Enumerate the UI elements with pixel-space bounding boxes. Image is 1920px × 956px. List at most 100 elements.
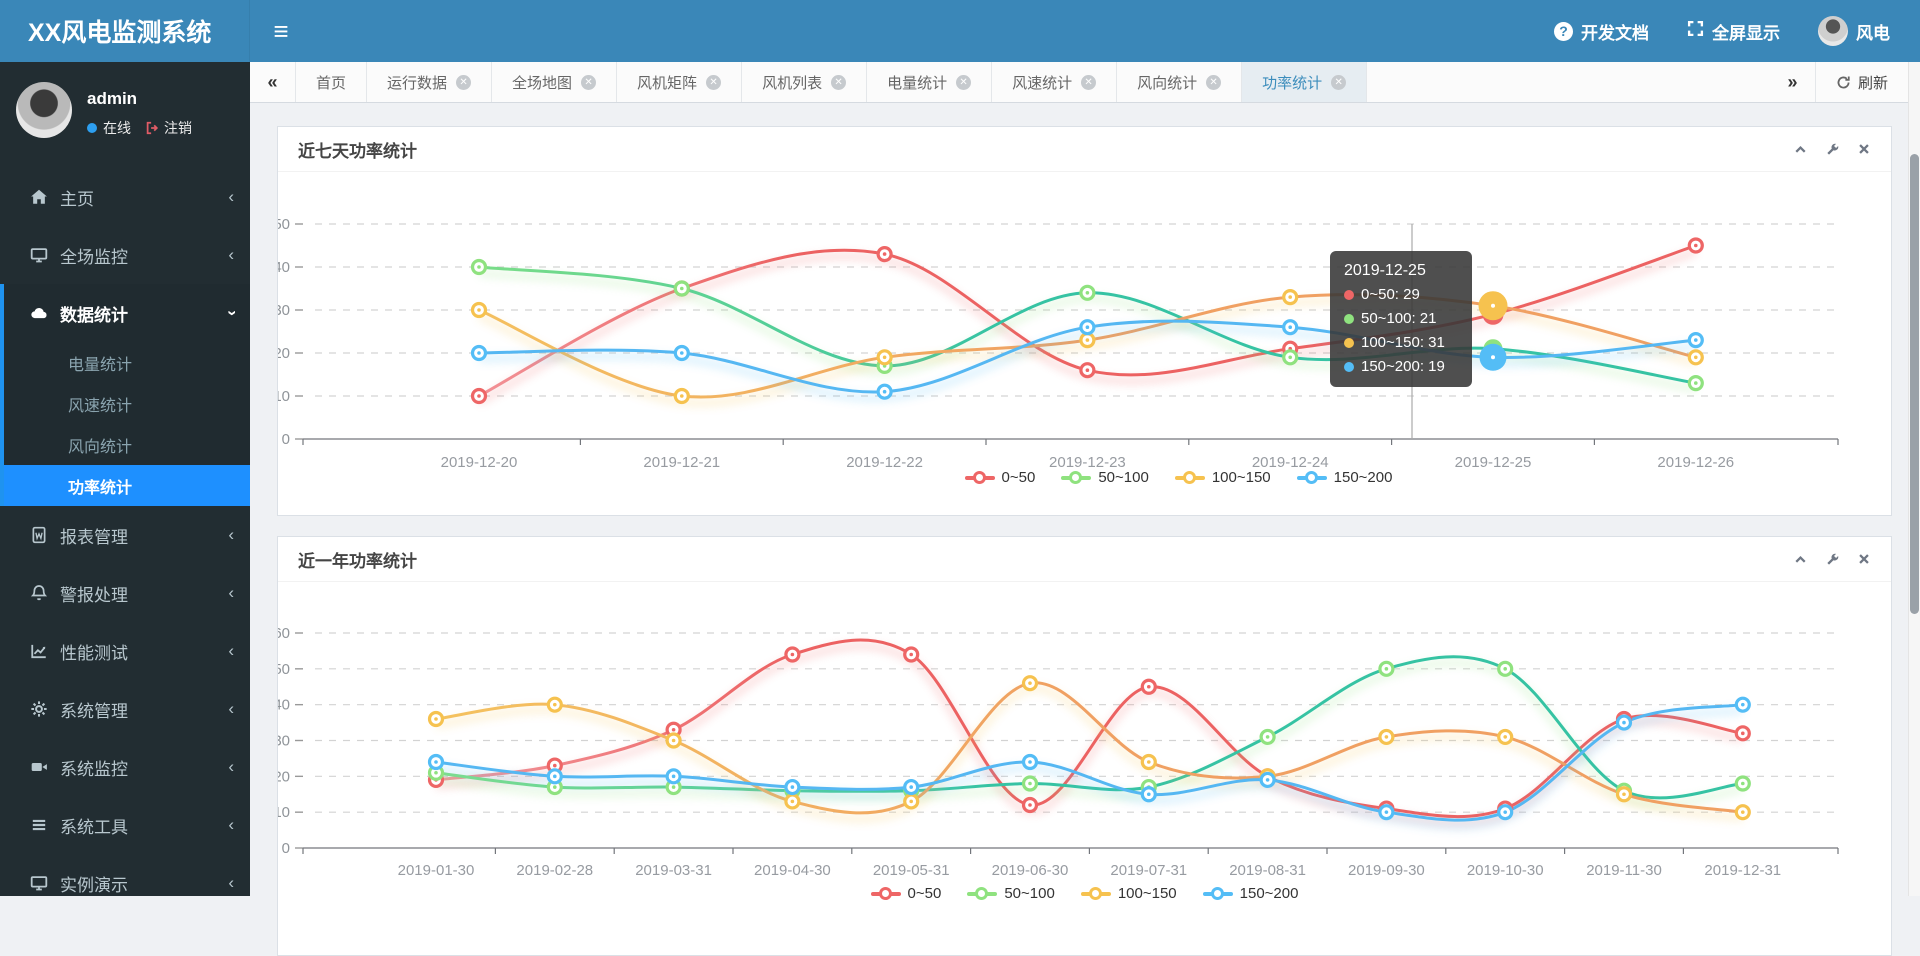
- sidebar-item-实例演示[interactable]: 实例演示‹: [0, 854, 250, 912]
- svg-text:2019-02-28: 2019-02-28: [516, 862, 593, 879]
- collapse-icon[interactable]: [1793, 552, 1808, 567]
- tooltip-row-150~200: 150~200: 19: [1344, 355, 1458, 379]
- sidebar-item-label: 系统管理: [60, 697, 128, 722]
- sidebar-group-5: 性能测试 ‹: [0, 622, 250, 680]
- tab-close-icon[interactable]: ✕: [956, 75, 971, 90]
- svg-text:2019-08-31: 2019-08-31: [1229, 862, 1306, 879]
- svg-text:30: 30: [278, 733, 290, 750]
- chevron-left-icon: ‹: [228, 815, 234, 835]
- legend-marker-icon: [1081, 887, 1111, 901]
- app-title[interactable]: XX风电监测系统: [0, 0, 250, 62]
- fullscreen-link[interactable]: 全屏显示: [1687, 19, 1780, 44]
- legend-item-0~50[interactable]: 0~50: [871, 885, 942, 902]
- svg-text:0: 0: [282, 840, 290, 857]
- sidebar-item-报表管理[interactable]: 报表管理‹: [0, 506, 250, 564]
- bell-icon: [30, 584, 48, 602]
- tab-风速统计[interactable]: 风速统计✕: [992, 62, 1117, 102]
- sidebar-item-警报处理[interactable]: 警报处理‹: [0, 564, 250, 622]
- tab-全场地图[interactable]: 全场地图✕: [492, 62, 617, 102]
- svg-text:2019-04-30: 2019-04-30: [754, 862, 831, 879]
- page-scrollbar[interactable]: [1908, 62, 1920, 896]
- file-word-icon: [30, 526, 48, 544]
- sidebar-item-全场监控[interactable]: 全场监控‹: [0, 226, 250, 284]
- tab-close-icon[interactable]: ✕: [1081, 75, 1096, 90]
- close-panel-icon[interactable]: [1857, 142, 1871, 156]
- legend-item-50~100[interactable]: 50~100: [1061, 469, 1148, 486]
- tabs-scroll-left-button[interactable]: «: [250, 62, 296, 102]
- chevron-left-icon: ‹: [228, 873, 234, 893]
- desktop-icon: [30, 874, 48, 892]
- sidebar-subitem-风速统计[interactable]: 风速统计: [4, 383, 250, 424]
- legend-marker-icon: [871, 887, 901, 901]
- sidebar-item-系统工具[interactable]: 系统工具‹: [0, 796, 250, 854]
- svg-text:2019-01-30: 2019-01-30: [398, 862, 475, 879]
- docs-label: 开发文档: [1581, 19, 1649, 44]
- tab-close-icon[interactable]: ✕: [1331, 75, 1346, 90]
- tab-电量统计[interactable]: 电量统计✕: [867, 62, 992, 102]
- sidebar-subitem-风向统计[interactable]: 风向统计: [4, 424, 250, 465]
- docs-link[interactable]: ? 开发文档: [1554, 19, 1649, 44]
- power-7day-chart[interactable]: 010203040502019-12-202019-12-212019-12-2…: [278, 172, 1891, 507]
- sidebar-item-系统监控[interactable]: 系统监控‹: [0, 738, 250, 796]
- fullscreen-icon: [1687, 20, 1704, 42]
- sidebar-item-数据统计[interactable]: 数据统计 ‹: [4, 284, 250, 342]
- chevron-down-icon: ‹: [221, 310, 241, 316]
- tab-close-icon[interactable]: ✕: [456, 75, 471, 90]
- legend-marker-icon: [1061, 471, 1091, 485]
- sidebar-group-4: 警报处理‹: [0, 564, 250, 622]
- tab-风机列表[interactable]: 风机列表✕: [742, 62, 867, 102]
- sidebar-item-label: 性能测试: [60, 639, 128, 664]
- tabs-scroll-right-button[interactable]: »: [1770, 62, 1816, 102]
- sidebar-item-主页[interactable]: 主页 ‹: [0, 168, 250, 226]
- svg-text:10: 10: [278, 804, 290, 821]
- sidebar-item-label: 主页: [60, 185, 94, 210]
- tab-首页[interactable]: 首页: [296, 62, 367, 102]
- tab-风向统计[interactable]: 风向统计✕: [1117, 62, 1242, 102]
- sidebar-group-7: 系统监控‹: [0, 738, 250, 796]
- legend-item-100~150[interactable]: 100~150: [1081, 885, 1177, 902]
- settings-wrench-icon[interactable]: [1825, 142, 1840, 157]
- panel-7day-title: 近七天功率统计: [298, 137, 417, 162]
- legend-item-100~150[interactable]: 100~150: [1175, 469, 1271, 486]
- chevron-left-icon: ‹: [228, 583, 234, 603]
- monitor-icon: [30, 246, 48, 264]
- legend-item-50~100[interactable]: 50~100: [967, 885, 1054, 902]
- sidebar-avatar: [16, 82, 72, 138]
- user-menu[interactable]: 风电: [1818, 16, 1890, 46]
- sidebar-group-3: 报表管理‹: [0, 506, 250, 564]
- sidebar-toggle-icon[interactable]: ≡: [250, 0, 312, 62]
- sidebar-item-label: 数据统计: [60, 301, 128, 326]
- legend-item-0~50[interactable]: 0~50: [965, 469, 1036, 486]
- tooltip-series-dot: [1344, 314, 1354, 324]
- legend-item-150~200[interactable]: 150~200: [1203, 885, 1299, 902]
- refresh-icon: [1836, 75, 1851, 90]
- tabbar: « 首页运行数据✕全场地图✕风机矩阵✕风机列表✕电量统计✕风速统计✕风向统计✕功…: [250, 62, 1908, 103]
- legend-item-150~200[interactable]: 150~200: [1297, 469, 1393, 486]
- tab-close-icon[interactable]: ✕: [706, 75, 721, 90]
- tab-运行数据[interactable]: 运行数据✕: [367, 62, 492, 102]
- settings-wrench-icon[interactable]: [1825, 552, 1840, 567]
- tab-close-icon[interactable]: ✕: [581, 75, 596, 90]
- refresh-button[interactable]: 刷新: [1816, 62, 1908, 102]
- chevron-left-icon: ‹: [228, 187, 234, 207]
- logout-link[interactable]: 注销: [145, 118, 192, 138]
- sidebar-item-系统管理[interactable]: 系统管理‹: [0, 680, 250, 738]
- svg-text:50: 50: [278, 216, 290, 233]
- svg-text:2019-12-31: 2019-12-31: [1704, 862, 1781, 879]
- question-icon: ?: [1554, 22, 1573, 41]
- sidebar-subitem-电量统计[interactable]: 电量统计: [4, 342, 250, 383]
- sidebar-item-性能测试[interactable]: 性能测试 ‹: [0, 622, 250, 680]
- close-panel-icon[interactable]: [1857, 552, 1871, 566]
- tab-close-icon[interactable]: ✕: [1206, 75, 1221, 90]
- power-year-chart[interactable]: 01020304050602019-01-302019-02-282019-03…: [278, 582, 1891, 917]
- collapse-icon[interactable]: [1793, 142, 1808, 157]
- tab-功率统计[interactable]: 功率统计✕: [1242, 62, 1367, 102]
- tab-风机矩阵[interactable]: 风机矩阵✕: [617, 62, 742, 102]
- chevron-left-icon: ‹: [228, 641, 234, 661]
- sidebar-subitem-功率统计[interactable]: 功率统计: [4, 465, 250, 506]
- scrollbar-thumb[interactable]: [1910, 154, 1919, 614]
- tooltip-row-100~150: 100~150: 31: [1344, 331, 1458, 355]
- tab-close-icon[interactable]: ✕: [831, 75, 846, 90]
- sidebar: admin 在线 注销 主页‹全场监控‹数据统计‹电量统计风速统计风向统计功率统…: [0, 62, 250, 896]
